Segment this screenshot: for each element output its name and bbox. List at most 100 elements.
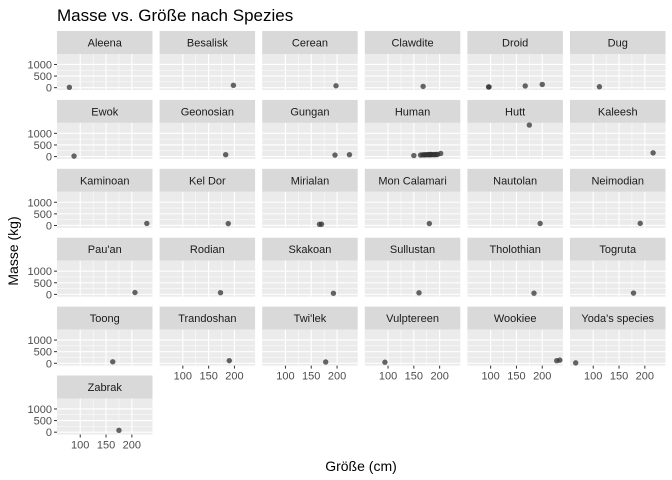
facet-panel: [262, 260, 358, 297]
facet-strip: [570, 99, 666, 123]
data-point: [346, 151, 353, 158]
data-point: [222, 152, 229, 158]
panel-background: [159, 54, 256, 90]
facet-sullustan: Sullustan: [364, 237, 461, 297]
facet-strip-label: Neimodian: [591, 175, 644, 187]
panel-background: [467, 260, 563, 297]
facet-panel: [262, 191, 358, 228]
facet-strip-label: Pau'an: [88, 244, 122, 256]
facet-panel: [57, 191, 153, 228]
facet-strip-label: Cerean: [292, 38, 328, 50]
facet-strip-label: Kaminoan: [80, 175, 130, 187]
facet-panel: [364, 260, 461, 297]
facet-strip-label: Aleena: [88, 38, 123, 50]
facet-panel: [57, 54, 153, 91]
facet-strip: [570, 237, 666, 261]
x-tick-label: 200: [328, 371, 346, 383]
facet-neimodian: Neimodian: [570, 168, 666, 228]
facet-panel: [570, 122, 666, 159]
data-point: [333, 83, 339, 89]
facet-strip: [262, 99, 358, 123]
panel-background: [570, 260, 666, 297]
facet-panel: [467, 260, 563, 297]
data-point: [322, 359, 329, 365]
facet-strip: [364, 237, 461, 261]
facet-strip: [364, 31, 461, 54]
x-tick-label: 150: [302, 371, 320, 383]
facet-droid: Droid: [467, 31, 563, 90]
data-point: [650, 150, 656, 156]
data-point: [144, 220, 150, 227]
data-point: [526, 122, 533, 128]
y-tick-label: 0: [46, 152, 52, 164]
x-tick-label: 100: [481, 371, 499, 383]
x-tick-label: 150: [507, 371, 525, 383]
facet-panel: [467, 191, 563, 228]
panel-background: [364, 122, 461, 159]
facet-strip-label: Zabrak: [88, 382, 123, 394]
facet-clawdite: Clawdite: [364, 31, 461, 90]
data-point: [539, 81, 545, 88]
data-point: [531, 290, 537, 296]
facet-togruta: Togruta: [570, 237, 666, 297]
y-tick-label: 1000: [28, 266, 52, 278]
data-point: [437, 150, 444, 157]
panel-background: [570, 54, 666, 90]
facet-strip-label: Skakoan: [289, 244, 332, 256]
data-point: [382, 359, 388, 365]
facet-strip: [57, 306, 153, 330]
facet-human: Human: [364, 99, 461, 159]
facet-strip-label: Yoda's species: [581, 313, 654, 325]
facet-panel: [159, 260, 256, 297]
facet-strip-label: Tholothian: [489, 244, 540, 256]
panel-background: [57, 191, 153, 228]
facet-trandoshan: Trandoshan 100 150 200: [159, 306, 256, 383]
x-tick-label: 150: [97, 440, 115, 452]
data-point: [416, 290, 422, 296]
facet-strip: [364, 306, 461, 330]
facet-strip: [262, 306, 358, 330]
facet-strip-label: Nautolan: [493, 175, 537, 187]
data-point: [537, 220, 543, 227]
y-tick-label: 500: [34, 278, 52, 290]
facet-strip: [159, 168, 256, 192]
y-tick-label: 500: [34, 209, 52, 221]
facet-strip: [467, 31, 563, 54]
x-tick-label: 150: [610, 371, 628, 383]
facet-panel: [159, 54, 256, 90]
facet-twi-lek: Twi'lek 100 150 200: [262, 306, 358, 383]
panel-background: [159, 260, 256, 297]
x-tick-label: 200: [533, 371, 551, 383]
data-point: [116, 427, 122, 434]
panel-background: [57, 122, 153, 159]
panel-background: [570, 122, 666, 159]
facet-vulptereen: Vulptereen 100 150 200: [364, 306, 461, 383]
y-tick-label: 0: [46, 427, 52, 439]
panel-background: [364, 54, 461, 90]
facet-strip: [159, 31, 256, 54]
facet-strip: [262, 31, 358, 54]
facet-panel: [57, 260, 153, 297]
facet-cerean: Cerean: [262, 31, 358, 90]
facet-strip: [57, 237, 153, 261]
facet-strip: [159, 237, 256, 261]
y-axis-title: Masse (kg): [5, 216, 21, 285]
facet-panel: [159, 191, 256, 228]
panel-background: [159, 191, 256, 228]
y-tick-label: 500: [34, 71, 52, 83]
data-point: [420, 83, 426, 90]
panel-background: [57, 398, 153, 435]
data-point: [226, 357, 232, 364]
facet-strip: [467, 99, 563, 123]
facet-strip-label: Wookiee: [494, 313, 537, 325]
data-point: [557, 357, 563, 363]
facet-geonosian: Geonosian: [159, 99, 256, 159]
facet-besalisk: Besalisk: [159, 31, 256, 90]
panel-background: [467, 191, 563, 228]
x-tick-label: 100: [174, 371, 192, 383]
panel-background: [570, 329, 666, 366]
